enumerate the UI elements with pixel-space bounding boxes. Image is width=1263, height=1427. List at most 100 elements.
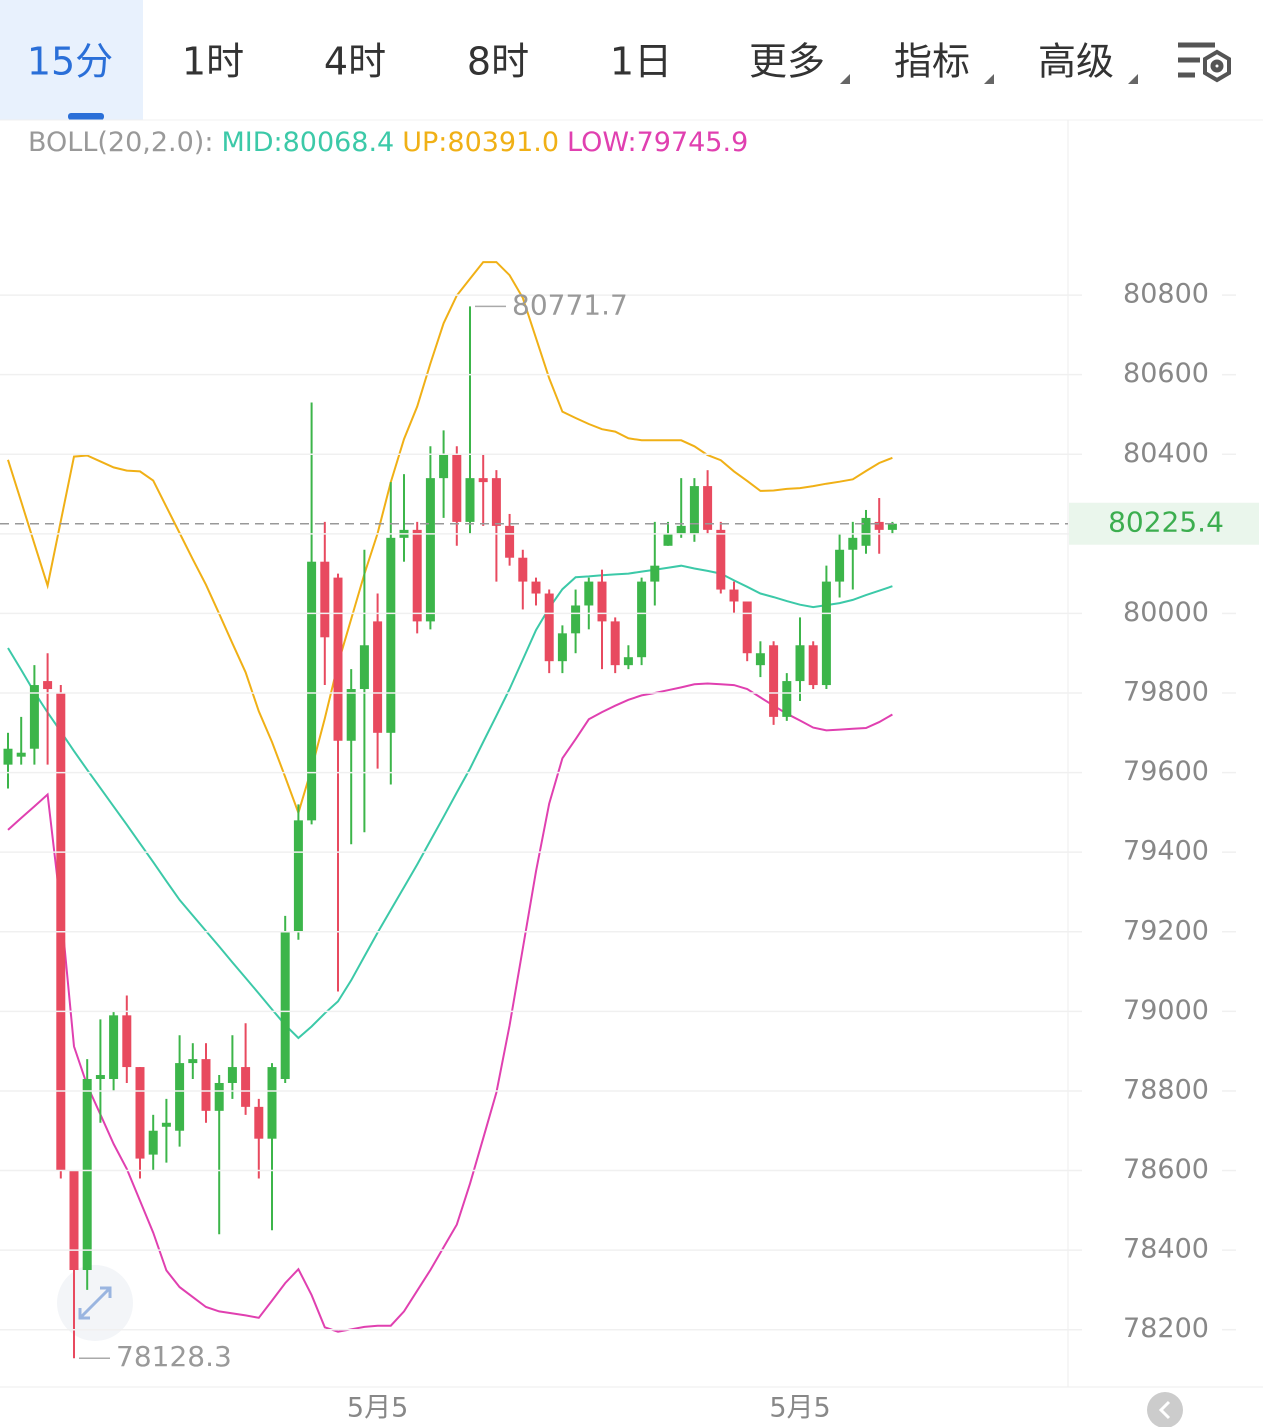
candle-body (188, 1059, 198, 1064)
candle-body (69, 1170, 79, 1271)
candle-body (267, 1067, 277, 1139)
tab[interactable]: 8时 (467, 40, 529, 84)
indicator-legend: BOLL(20,2.0): MID:80068.4 UP:80391.0 LOW:79… (28, 127, 748, 158)
candle-body (861, 517, 871, 546)
candle-body (478, 478, 488, 483)
tab[interactable]: 更多 (749, 40, 825, 84)
y-tick-label: 78200 (1123, 1313, 1209, 1344)
tab[interactable]: 1时 (182, 40, 244, 84)
candle-body (729, 589, 739, 602)
candle-body (887, 523, 897, 530)
current-price-label: 80225.4 (1108, 506, 1224, 539)
y-tick-label: 80400 (1123, 438, 1209, 469)
candle-body (175, 1063, 185, 1131)
candle-body (637, 581, 647, 658)
legend-entry: LOW:79745.9 (567, 127, 748, 158)
candle-body (557, 633, 567, 662)
candle-body (333, 577, 343, 741)
y-tick-label: 79600 (1123, 756, 1209, 787)
tab[interactable]: 高级 (1038, 40, 1114, 84)
candle-body (3, 748, 13, 765)
candle-body (874, 521, 884, 530)
candle-body (703, 486, 713, 530)
candle-body (227, 1067, 237, 1083)
boll-line (7, 682, 893, 1333)
candle-body (742, 601, 752, 654)
y-tick-label: 80600 (1123, 358, 1209, 389)
candle-body (465, 478, 475, 522)
candle-body (135, 1067, 145, 1159)
high-label: 80771.7 (512, 288, 628, 321)
candle-body (584, 581, 594, 606)
candle-body (716, 529, 726, 590)
expand-icon[interactable] (57, 1265, 133, 1341)
legend-entry: BOLL(20,2.0): (28, 127, 213, 158)
candle-body (307, 561, 317, 821)
candle-body (769, 645, 779, 717)
tab[interactable]: 4时 (324, 40, 386, 84)
candle-body (254, 1106, 264, 1139)
tab[interactable]: 1日 (610, 40, 672, 84)
candle-body (623, 657, 633, 666)
candle-body (122, 1015, 132, 1068)
candle-body (148, 1130, 158, 1155)
candle-body (293, 820, 303, 932)
candle-body (848, 537, 858, 550)
candle-body (821, 581, 831, 686)
dropdown-arrows (840, 74, 1138, 84)
candle-body (29, 685, 39, 749)
candle-body (452, 454, 462, 522)
candle-body (755, 653, 765, 666)
candle-body (214, 1082, 224, 1111)
candle-body (835, 549, 845, 582)
candle-body (795, 645, 805, 682)
low-label: 78128.3 (116, 1340, 232, 1373)
candle-body (689, 486, 699, 534)
y-tick-label: 78600 (1123, 1154, 1209, 1185)
candle-body (531, 581, 541, 594)
candle-body (359, 645, 369, 690)
candle-body (676, 525, 686, 534)
candle-body (373, 621, 383, 733)
y-tick-label: 78400 (1123, 1234, 1209, 1265)
candle-body (505, 525, 515, 558)
candle-body (201, 1059, 211, 1111)
candle-body (808, 645, 818, 686)
y-tick-label: 79400 (1123, 836, 1209, 867)
candle-body (491, 478, 501, 526)
x-tick-label: 5月5 (347, 1393, 408, 1424)
legend-entry: UP:80391.0 (402, 127, 559, 158)
candle-body (320, 561, 330, 638)
candle-body (412, 529, 422, 622)
y-tick-label: 80800 (1123, 279, 1209, 310)
candle-body (782, 681, 792, 717)
candle-body (663, 533, 673, 546)
candle-body (280, 931, 290, 1080)
x-tick-label: 5月5 (769, 1393, 830, 1424)
boll-line (7, 261, 893, 816)
candle-body (109, 1015, 119, 1080)
tab[interactable]: 指标 (894, 40, 970, 84)
candle-body (544, 593, 554, 662)
candle-body (386, 537, 396, 733)
y-tick-label: 79200 (1123, 915, 1209, 946)
candle-body (439, 454, 449, 479)
candle-body (241, 1067, 251, 1107)
candle-body (571, 605, 581, 634)
selected-tab-indicator (68, 113, 104, 120)
tab[interactable]: 15分 (27, 40, 113, 84)
collapse-button[interactable] (1147, 1392, 1183, 1427)
candle-body (16, 752, 26, 757)
candle-body (597, 581, 607, 622)
candle-body (518, 557, 528, 582)
candle-body (82, 1079, 92, 1271)
candle-body (346, 689, 356, 741)
selected-tab-bg (0, 0, 143, 120)
candle-body (610, 621, 620, 666)
y-tick-label: 80000 (1123, 597, 1209, 628)
y-tick-label: 79000 (1123, 995, 1209, 1026)
settings-icon[interactable] (1178, 42, 1231, 83)
candle-body (95, 1075, 105, 1080)
